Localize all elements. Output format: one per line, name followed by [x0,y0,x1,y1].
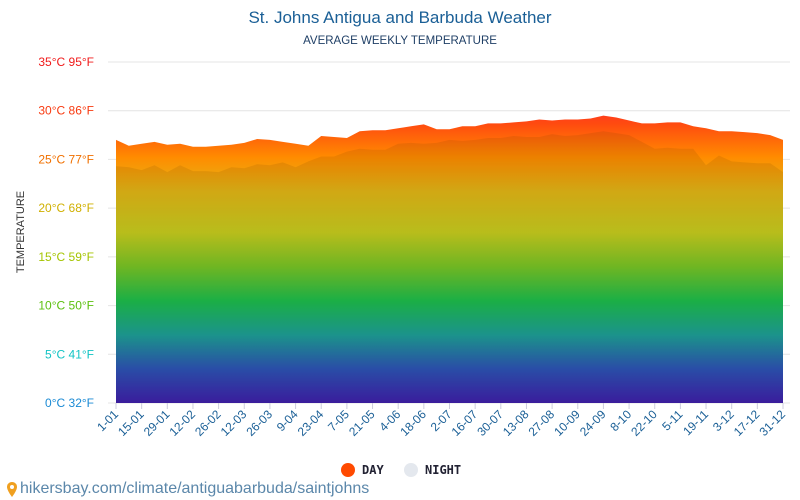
y-tick-label: 35°C 95°F [38,55,94,69]
x-tick-label: 30-07 [474,407,506,439]
y-tick-label: 5°C 41°F [45,347,94,361]
area-night [116,131,783,403]
legend-night[interactable]: NIGHT [404,463,461,477]
y-tick-label: 25°C 77°F [38,152,94,166]
x-tick-label: 13-08 [500,407,532,439]
x-tick-label: 12-02 [166,407,198,439]
source-link[interactable]: hikersbay.com/climate/antiguabarbuda/sai… [6,480,369,498]
x-tick-label: 23-04 [295,407,327,439]
legend-day[interactable]: DAY [341,463,384,477]
x-tick-label: 24-09 [577,407,609,439]
y-tick-label: 30°C 86°F [38,104,94,118]
x-tick-label: 22-10 [628,407,660,439]
x-tick-label: 16-07 [449,407,481,439]
x-tick-label: 29-01 [141,407,173,439]
chart-subtitle: AVERAGE WEEKLY TEMPERATURE [303,35,497,47]
x-tick-label: 10-09 [551,407,583,439]
source-text: hikersbay.com/climate/antiguabarbuda/sai… [20,480,370,497]
legend-night-label: NIGHT [425,463,462,477]
x-tick-label: 17-12 [731,407,763,439]
x-tick-label: 27-08 [526,407,558,439]
area-night-shade [116,131,783,403]
night-swatch-icon [404,463,418,477]
y-tick-label: 15°C 59°F [38,250,94,264]
legend-day-label: DAY [362,463,384,477]
x-tick-label: 18-06 [397,407,429,439]
y-tick-label: 20°C 68°F [38,201,94,215]
x-tick-label: 12-03 [218,407,250,439]
x-tick-label: 21-05 [346,407,378,439]
y-tick-label: 10°C 50°F [38,299,94,313]
x-tick-label: 15-01 [115,407,147,439]
x-tick-label: 31-12 [757,407,789,439]
x-tick-label: 26-03 [243,407,275,439]
day-swatch-icon [341,463,355,477]
x-tick-label: 19-11 [680,407,711,438]
x-tick-label: 26-02 [192,407,224,439]
chart-title: St. Johns Antigua and Barbuda Weather [248,8,552,27]
y-tick-label: 0°C 32°F [45,396,94,410]
location-pin-icon [7,481,17,497]
